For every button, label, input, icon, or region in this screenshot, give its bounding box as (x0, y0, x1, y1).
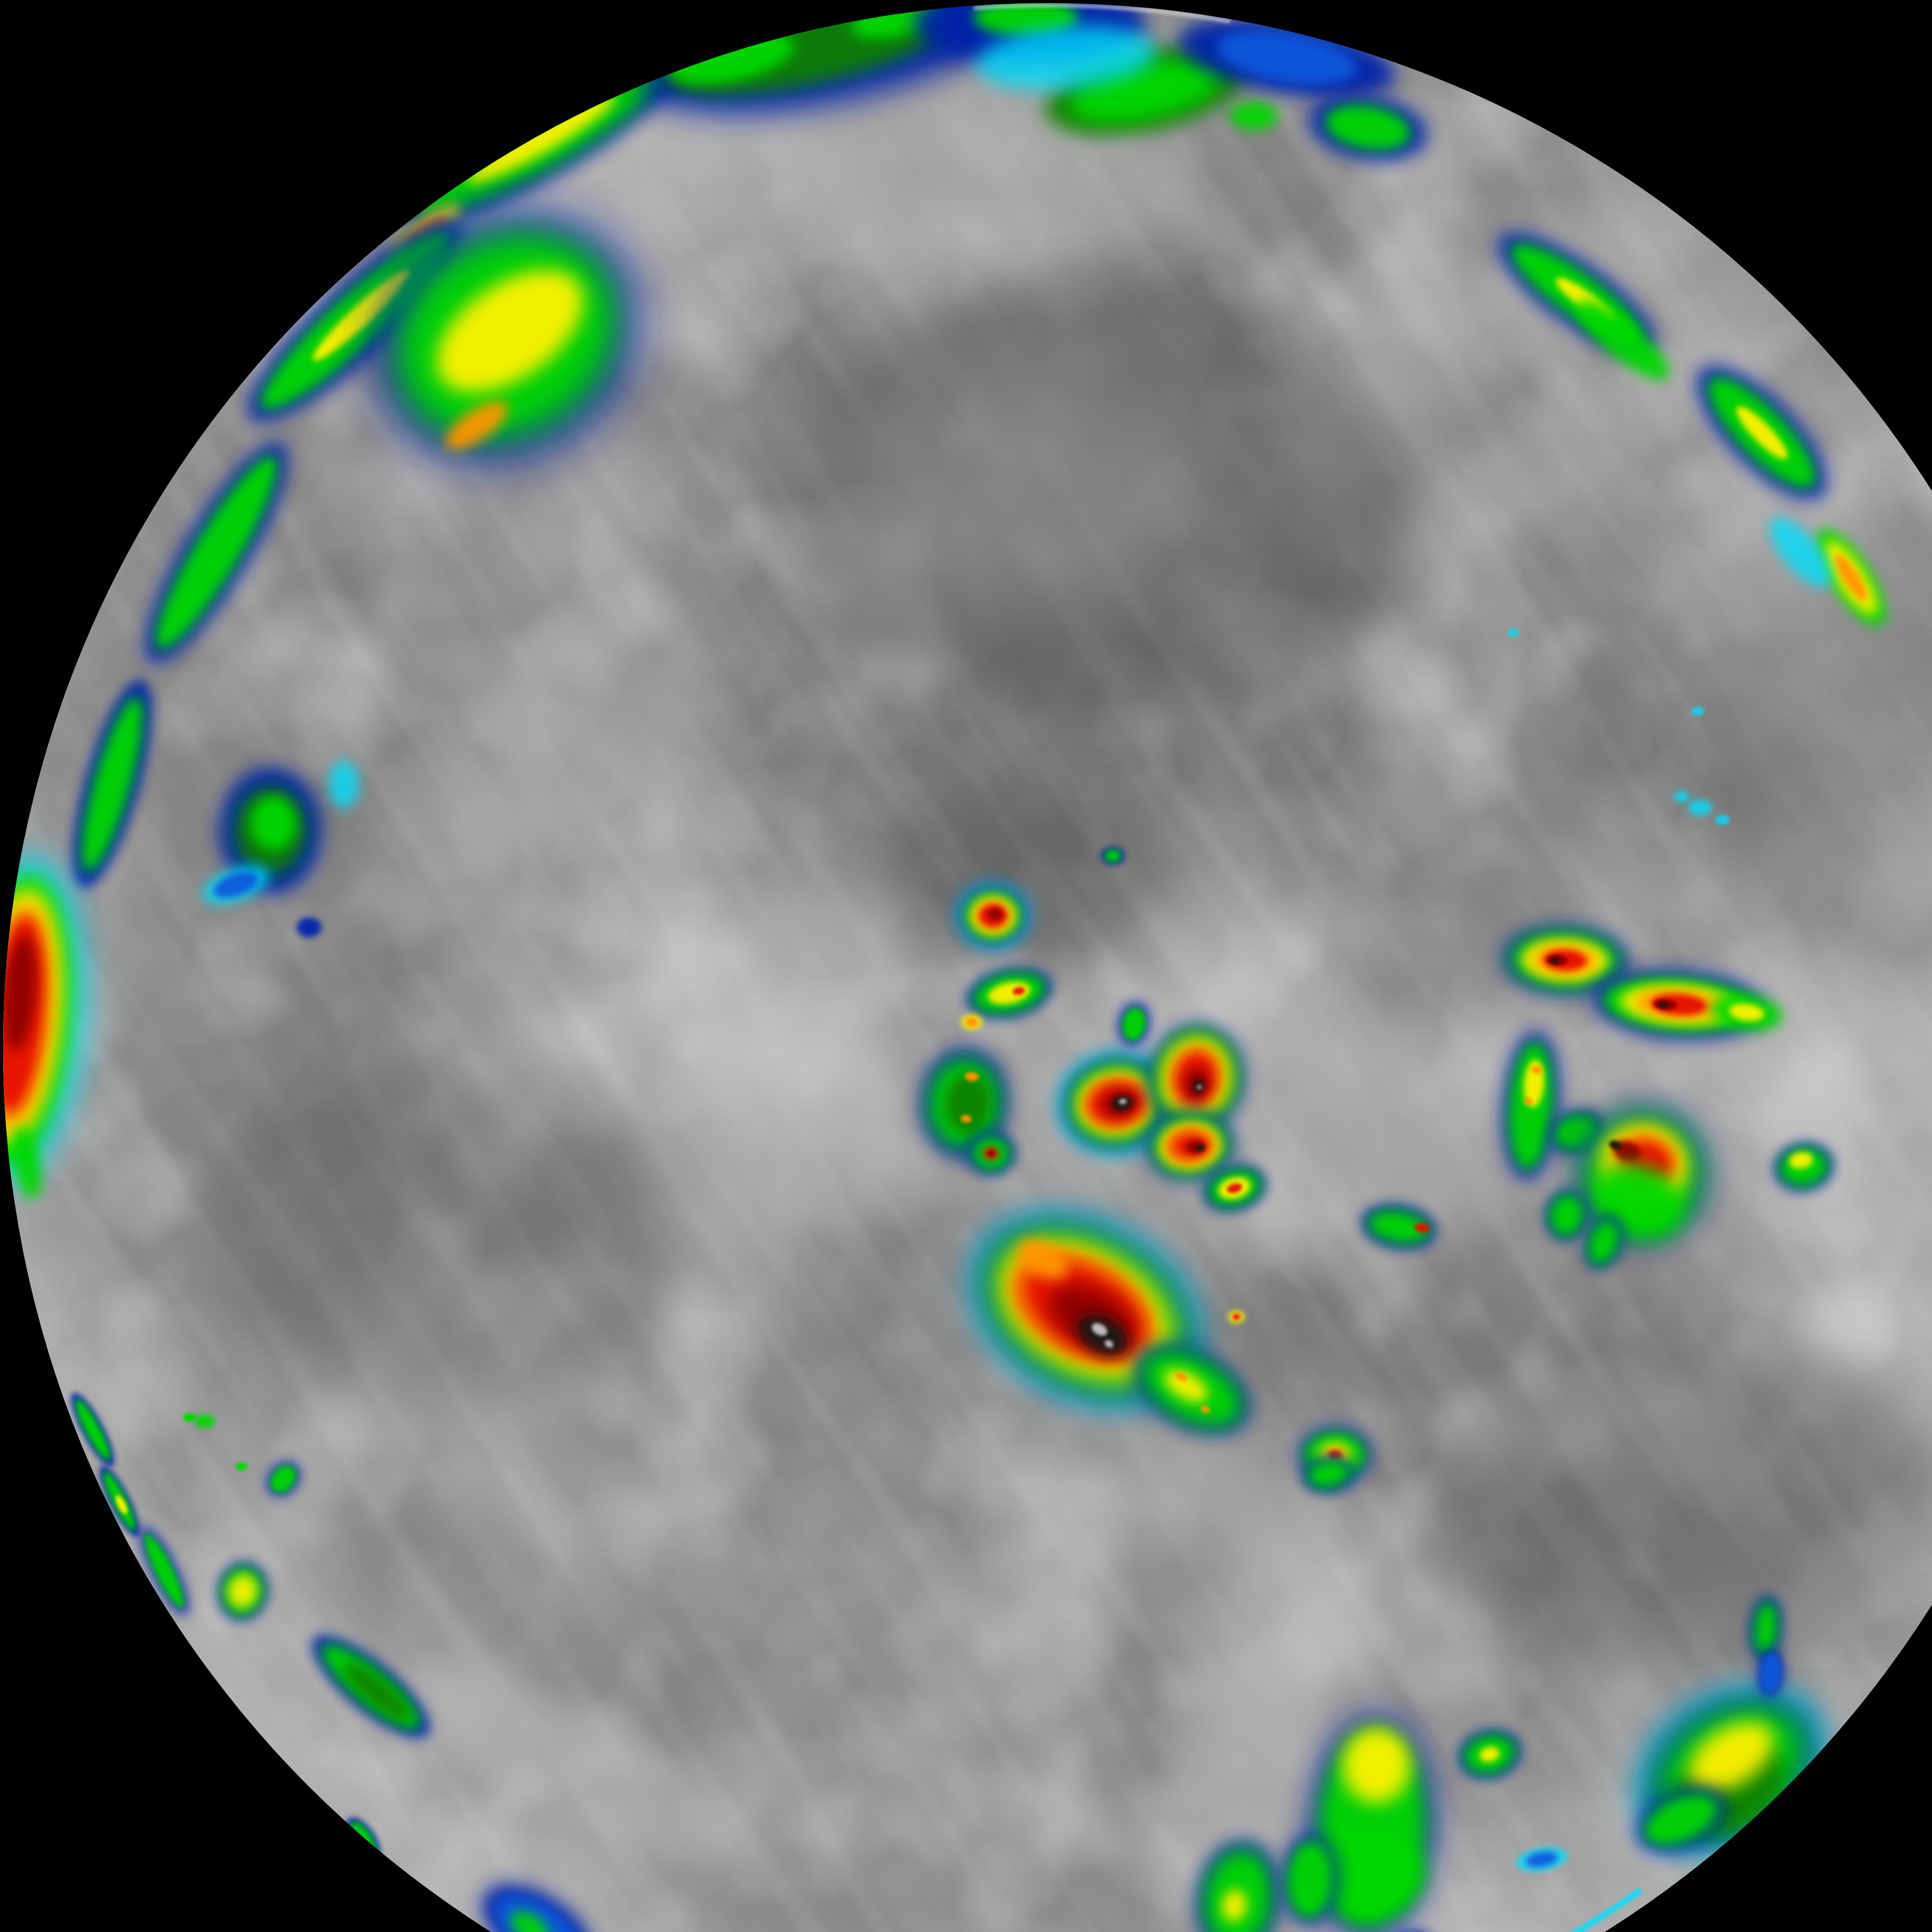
sw-green-dot-3-layer-gr (183, 1413, 196, 1422)
cyan-dot-a-layer-cy (1691, 707, 1704, 715)
sw-green-dot-2-layer-gr (236, 1462, 247, 1471)
gray-cloud-mass (889, 792, 1198, 947)
feature-sw-green-dot-2 (236, 1462, 247, 1471)
sw-green-dot-layer-gr (194, 1415, 215, 1428)
feature-green-dot-n (1101, 847, 1125, 865)
feature-storm-isolated-small (957, 884, 1029, 947)
north-green-dot-layer-gr (1230, 102, 1278, 130)
green-dot-n-layer-gr (1104, 850, 1121, 862)
red-dots-small-layer-dr (987, 1150, 995, 1156)
feature-sw-green-dot-3 (183, 1413, 196, 1422)
cyan-flecks-layer-cy (1688, 799, 1712, 816)
feature-red-dots-small (967, 1132, 1015, 1175)
feature-cyan-dot-b (1507, 629, 1519, 636)
cyan-flecks-layer-cy (1673, 791, 1690, 803)
left-navy-dot-layer-nv (297, 917, 321, 937)
dot-yellow-red-layer-re (1233, 1314, 1240, 1320)
storm-isolated-small-layer-dr (988, 908, 1003, 920)
feature-orange-dot (961, 1015, 982, 1029)
cyan-flecks-layer-cy (1715, 815, 1730, 825)
feature-left-navy-dot (297, 917, 321, 937)
satellite-full-disk-screenshot: Full-disk enhanced infrared weather-sate… (0, 0, 1932, 1932)
earth-disk-graphic: Full-disk enhanced infrared weather-sate… (0, 0, 1932, 1932)
feature-dot-yellow-red (1228, 1311, 1245, 1323)
left-navy-green-layer-gr (251, 797, 296, 849)
left-cyan-2-layer-cy (328, 760, 359, 808)
cyan-dot-b-layer-cy (1507, 629, 1519, 636)
feature-north-green-dot (1230, 102, 1278, 130)
feature-cyan-dot-a (1691, 707, 1704, 715)
feature-left-cyan-2 (328, 760, 359, 808)
orange-dot-layer-or (966, 1017, 978, 1027)
feature-sw-green-dot (194, 1415, 215, 1428)
